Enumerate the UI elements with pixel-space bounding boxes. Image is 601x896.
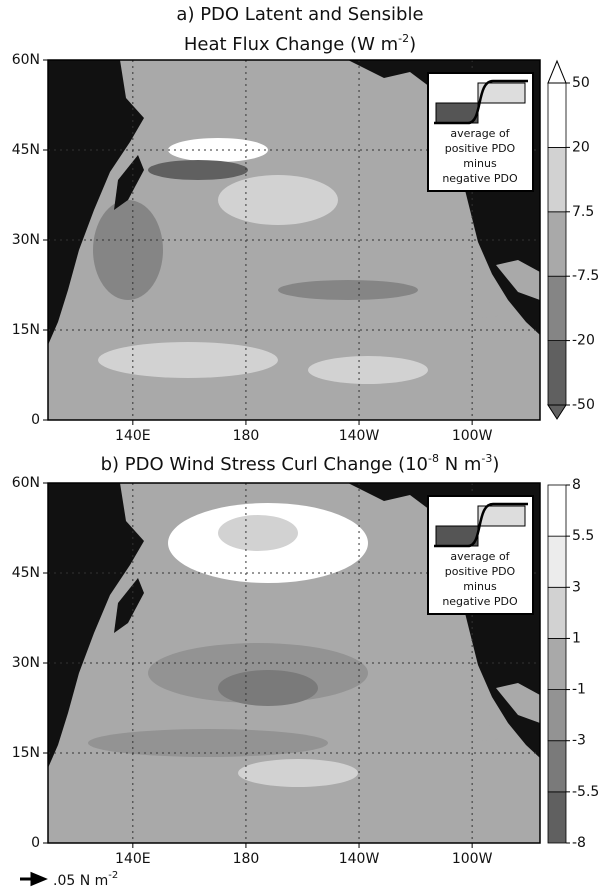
colorbar-band — [548, 792, 566, 843]
x-tick-label: 100W — [452, 428, 493, 444]
y-tick-label: 15N — [12, 322, 40, 338]
panel-title: Heat Flux Change (W m-2) — [184, 32, 416, 55]
inset-neg — [436, 526, 478, 546]
colorbar-band — [548, 690, 566, 741]
inset-text: positive PDO — [445, 142, 516, 155]
y-tick-label: 45N — [12, 565, 40, 581]
inset-neg — [436, 103, 478, 123]
inset-text: minus — [463, 580, 497, 593]
colorbar-label: -3 — [572, 733, 586, 749]
y-tick-label: 45N — [12, 142, 40, 158]
title-text: ) — [409, 34, 416, 55]
inset: average of positive PDO minus negative PDO — [428, 73, 533, 191]
inset-text: average of — [450, 550, 510, 563]
colorbar-label: -50 — [572, 397, 595, 413]
colorbar-band — [548, 147, 566, 211]
panel-title: b) PDO Wind Stress Curl Change (10-8 N m… — [101, 452, 500, 475]
vector-key-label: .05 N m-2 — [53, 870, 118, 889]
vector-key-arrow — [20, 874, 44, 884]
colorbar-band — [548, 536, 566, 587]
inset-text: negative PDO — [442, 595, 518, 608]
y-tick-label: 60N — [12, 52, 40, 68]
title-superscript: -2 — [398, 32, 409, 45]
x-tick-label: 180 — [233, 428, 260, 444]
colorbar-band — [548, 741, 566, 792]
x-tick-label: 140E — [115, 851, 151, 867]
x-tick-label: 100W — [452, 851, 493, 867]
colorbar-band — [548, 587, 566, 638]
colorbar-band — [548, 83, 566, 147]
title-text: N m — [439, 454, 481, 475]
colorbar-label: 5.5 — [572, 528, 594, 544]
colorbar-extend-low — [548, 405, 566, 419]
title-superscript: -8 — [428, 452, 439, 465]
colorbar-band — [548, 212, 566, 276]
colorbar-label: 50 — [572, 75, 590, 91]
vector-key-exponent: -2 — [108, 870, 118, 881]
colorbar-label: -1 — [572, 682, 586, 698]
x-tick-label: 140W — [339, 851, 380, 867]
colorbar-band — [548, 276, 566, 340]
inset-text: minus — [463, 157, 497, 170]
vector-key-text: .05 N m — [53, 873, 108, 889]
y-tick-label: 0 — [31, 412, 40, 428]
y-tick-label: 60N — [12, 475, 40, 491]
inset-text: average of — [450, 127, 510, 140]
colorbar-band — [548, 341, 566, 405]
y-tick-label: 15N — [12, 745, 40, 761]
inset-text: negative PDO — [442, 172, 518, 185]
title-text: ) — [492, 454, 499, 475]
y-tick-label: 0 — [31, 835, 40, 851]
colorbar-label: 1 — [572, 630, 581, 646]
title-text: Heat Flux Change (W m — [184, 34, 398, 55]
y-tick-label: 30N — [12, 655, 40, 671]
colorbar-label: 7.5 — [572, 204, 594, 220]
colorbar-label: 8 — [572, 477, 581, 493]
title-text: b) PDO Wind Stress Curl Change (10 — [101, 454, 428, 475]
colorbar-band — [548, 638, 566, 689]
colorbar-band — [548, 485, 566, 536]
colorbar-label: 20 — [572, 139, 590, 155]
colorbar-extend-high — [548, 61, 566, 83]
x-tick-label: 180 — [233, 851, 260, 867]
figure: a) PDO Latent and Sensible Heat Flux Chan… — [0, 0, 601, 892]
colorbar-label: -7.5 — [572, 268, 599, 284]
colorbar-label: 3 — [572, 579, 581, 595]
inset: average of positive PDO minus negative PDO — [428, 496, 533, 614]
colorbar-label: -8 — [572, 835, 586, 851]
y-tick-label: 30N — [12, 232, 40, 248]
x-tick-label: 140E — [115, 428, 151, 444]
panel-title: a) PDO Latent and Sensible — [176, 4, 423, 25]
title-superscript: -3 — [481, 452, 492, 465]
inset-text: positive PDO — [445, 565, 516, 578]
colorbar-label: -5.5 — [572, 784, 599, 800]
x-tick-label: 140W — [339, 428, 380, 444]
title-text: a) PDO Latent and Sensible — [176, 4, 423, 25]
colorbar-label: -20 — [572, 333, 595, 349]
